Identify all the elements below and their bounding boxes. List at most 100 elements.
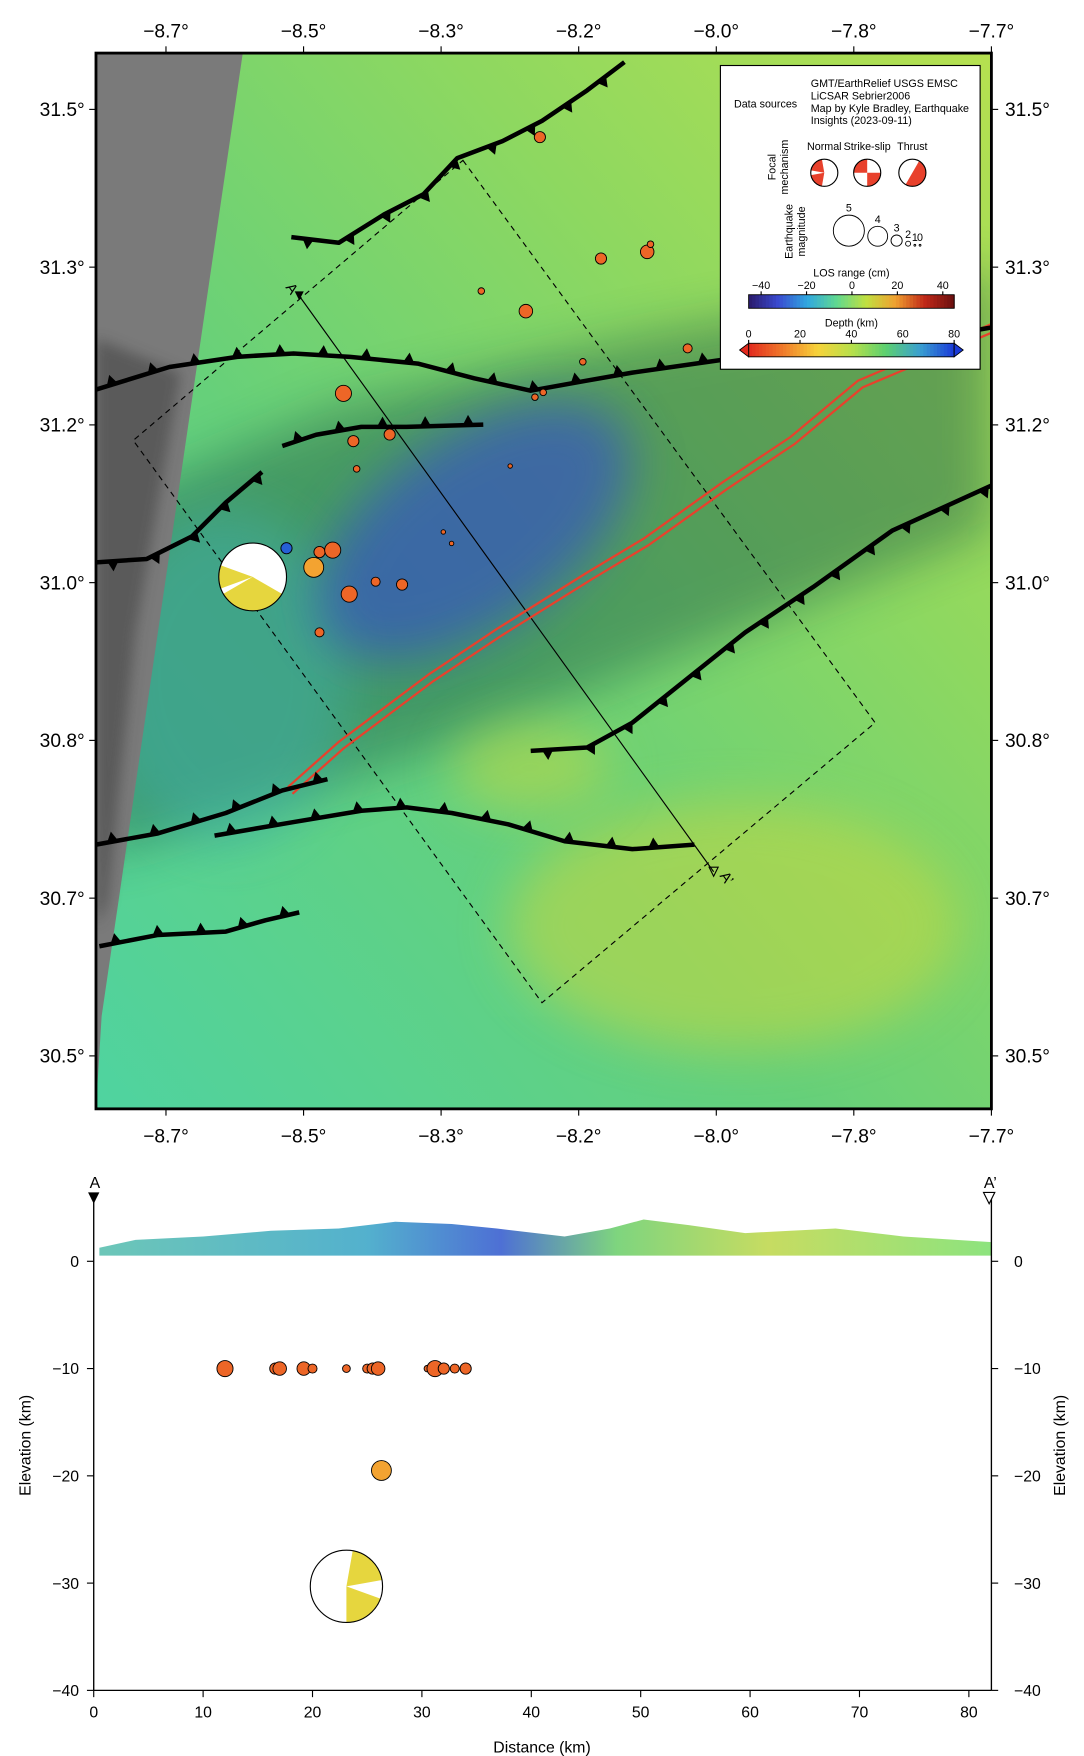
thrust-tooth (622, 722, 633, 735)
legend-text: 4 (875, 214, 881, 226)
thrust-tooth (110, 933, 122, 945)
earthquake (507, 463, 513, 469)
colorbar-cell (769, 343, 774, 357)
focal-mechanism (853, 158, 882, 187)
x-tick-label: 60 (741, 1704, 759, 1721)
earthquake (579, 358, 587, 366)
x-tick-label: 50 (632, 1704, 650, 1721)
thrust-tooth (419, 190, 430, 203)
colorbar-cell (765, 294, 770, 309)
thrust-tooth (697, 352, 709, 364)
colorbar-cell (800, 343, 805, 357)
beachball-lobe (218, 565, 253, 589)
colorbar-cell (762, 294, 767, 309)
x-tick-label: −8.5° (281, 1127, 327, 1148)
magnitude-key (867, 225, 889, 247)
y-tick-label: −10 (52, 1361, 79, 1378)
colorbar-cell (786, 343, 791, 357)
thrust-tooth (279, 905, 291, 918)
profile-swath (132, 159, 876, 1004)
thrust-tooth (648, 837, 660, 848)
colorbar-cell (865, 343, 870, 357)
colorbar-cell (779, 294, 784, 309)
thrust-tooth (612, 365, 625, 377)
colorbar-cell (844, 294, 849, 309)
colorbar-cell (919, 294, 924, 309)
colorbar-cell (803, 294, 808, 309)
colorbar-cell (752, 343, 757, 357)
colorbar-cell (930, 294, 935, 309)
colorbar-cell (776, 294, 781, 309)
profile-start (88, 1192, 100, 1204)
colorbar-cell (789, 294, 794, 309)
y-axis-title-right: Elevation (km) (1052, 1395, 1069, 1496)
y-tick-label: −40 (52, 1683, 79, 1700)
colorbar-cell (803, 343, 808, 357)
thrust-tooth (312, 771, 324, 783)
beachball-outline (810, 158, 839, 187)
beachball-lobe (810, 172, 825, 187)
earthquake (370, 576, 381, 587)
colorbar-cell (782, 294, 787, 309)
colorbar-cell (889, 343, 894, 357)
cross-section: A A’ Distance (km) Elevation (km) Elevat… (17, 1175, 1068, 1756)
relief (101, 508, 351, 847)
x-tick-label: 80 (960, 1704, 978, 1721)
colorbar-cell (823, 343, 828, 357)
colorbar-cell (847, 343, 852, 357)
y-tick-label: 31.0° (1005, 573, 1050, 594)
thrust-tooth (237, 916, 249, 929)
beachball-lobe (867, 172, 881, 187)
legend-text: Depth (km) (825, 317, 878, 329)
colorbar-cell (827, 294, 832, 309)
y-tick-label: 30.8° (40, 731, 85, 752)
thrust-tooth (655, 358, 667, 370)
x-tick-label: −7.8° (831, 1127, 877, 1148)
magnitude-key (890, 234, 903, 247)
colorbar-cell (810, 343, 815, 357)
legend-text: 2 (905, 229, 911, 241)
thrust-tooth (149, 823, 161, 835)
colorbar-cell (875, 343, 880, 357)
colorbar-cell (937, 294, 942, 309)
colorbar-cell (834, 294, 839, 309)
thrust-tooth (521, 820, 533, 832)
colorbar-cell (779, 343, 784, 357)
colorbar-tick-label: −20 (797, 280, 815, 292)
colorbar-cell (786, 294, 791, 309)
thrust-tooth (724, 642, 736, 654)
colorbar-cell (793, 294, 798, 309)
colorbar-cell (902, 343, 907, 357)
colorbar-cell (882, 294, 887, 309)
y-tick-label: −10 (1014, 1361, 1041, 1378)
colorbar-cell (813, 343, 818, 357)
colorbar-cell (947, 294, 952, 309)
thrust-tooth (419, 416, 432, 427)
thrust-tooth (317, 345, 329, 356)
colorbar-tick-label: 80 (948, 329, 960, 341)
y-axis-title: Elevation (km) (17, 1395, 34, 1496)
thrust-tooth (107, 831, 119, 843)
beachball-lobe (346, 1586, 381, 1623)
x-tick-label: 70 (851, 1704, 869, 1721)
profile-end (708, 866, 720, 878)
profile-end (982, 1191, 996, 1205)
y-tick-label: 31.3° (1005, 258, 1050, 279)
earthquake (531, 393, 539, 401)
colorbar-cell (947, 343, 952, 357)
colorbar-cell (800, 294, 805, 309)
thrust-tooth (939, 504, 950, 517)
thrust-tooth (107, 560, 119, 572)
x-tick-label: −8.2° (556, 1127, 602, 1148)
colorbar-tick-label: 20 (891, 280, 903, 292)
thrust-tooth (188, 531, 201, 543)
colorbar-cell (916, 343, 921, 357)
colorbar-cell (906, 294, 911, 309)
earthquake (307, 1363, 318, 1374)
colorbar-cell (861, 294, 866, 309)
colorbar-cell (755, 343, 760, 357)
legend-text: Data sources (734, 98, 797, 110)
colorbar-cell (817, 294, 822, 309)
colorbar-cell (913, 343, 918, 357)
earthquake (682, 343, 693, 354)
